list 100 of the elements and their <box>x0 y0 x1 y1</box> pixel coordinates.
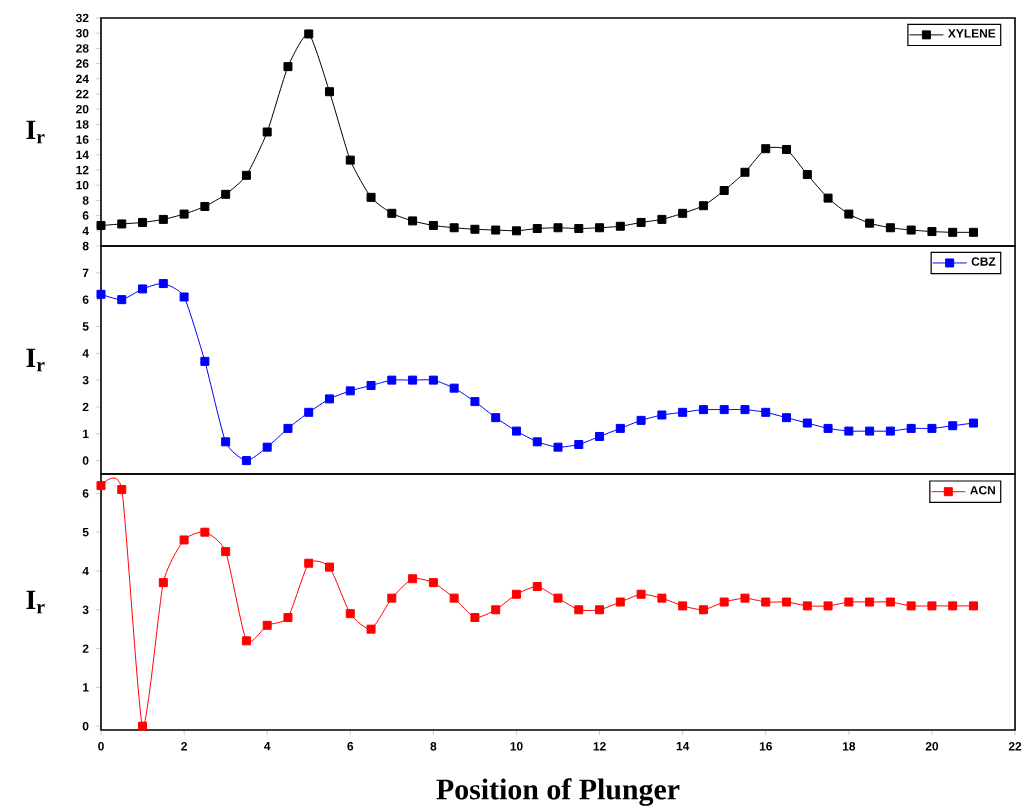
point <box>906 423 916 433</box>
point <box>491 413 501 423</box>
point <box>511 426 521 436</box>
x-tick-label: 8 <box>430 742 437 751</box>
point <box>698 405 708 415</box>
point <box>865 426 875 436</box>
point <box>595 605 605 615</box>
point <box>636 415 646 425</box>
y-tick-label: 1 <box>83 683 89 692</box>
point <box>678 601 688 611</box>
y-tick-label: 12 <box>76 165 89 175</box>
point <box>823 601 833 611</box>
point <box>719 597 729 607</box>
point <box>283 613 293 623</box>
point <box>802 601 812 611</box>
x-tick-label: 2 <box>181 742 187 751</box>
point <box>491 605 501 615</box>
y-tick-label: 28 <box>76 44 89 53</box>
point <box>885 426 895 436</box>
point <box>782 597 792 607</box>
point <box>387 593 397 603</box>
point <box>532 582 542 591</box>
point <box>366 192 376 202</box>
point <box>179 535 189 545</box>
point <box>221 437 231 447</box>
y-tick-label: 18 <box>76 120 89 129</box>
legend-label: ACN <box>970 486 995 495</box>
point <box>304 558 314 568</box>
point <box>200 201 210 211</box>
point <box>615 221 625 231</box>
point <box>948 227 958 237</box>
point <box>138 721 148 731</box>
point <box>117 219 127 229</box>
y-tick-label: 26 <box>76 59 89 68</box>
point <box>491 225 501 235</box>
y-tick-label: 24 <box>76 74 89 83</box>
point <box>574 440 584 449</box>
point <box>366 624 376 634</box>
point <box>719 405 729 415</box>
legend-label: XYLENE <box>947 29 996 38</box>
point <box>221 547 231 557</box>
point <box>844 426 854 436</box>
point <box>532 224 542 234</box>
x-tick-label: 18 <box>842 742 856 751</box>
point <box>823 193 833 203</box>
point <box>927 423 937 433</box>
point <box>138 284 148 294</box>
point <box>761 144 771 154</box>
point <box>449 593 459 603</box>
x-tick-label: 12 <box>593 742 606 751</box>
point <box>138 217 148 227</box>
point <box>428 578 438 588</box>
point <box>740 167 750 177</box>
point <box>906 225 916 235</box>
y-tick-label: 10 <box>76 180 89 190</box>
point <box>927 601 937 611</box>
point <box>657 214 667 224</box>
point <box>158 214 168 224</box>
x-tick-label: 6 <box>347 742 354 751</box>
point <box>179 209 189 219</box>
point <box>968 601 978 611</box>
y-tick-label: 6 <box>82 211 89 220</box>
y-tick-label: 6 <box>82 489 89 498</box>
y-tick-label: 4 <box>82 349 89 358</box>
point <box>553 223 563 233</box>
point <box>241 170 251 180</box>
y-tick-label: 8 <box>82 241 89 251</box>
point <box>200 527 210 537</box>
y-axis-title: I$_{r}$ <box>26 120 45 144</box>
point <box>865 597 875 607</box>
point <box>345 386 355 396</box>
y-tick-label: 1 <box>83 429 89 438</box>
point <box>740 593 750 603</box>
point <box>325 562 335 572</box>
point <box>200 356 210 366</box>
y-tick-label: 6 <box>82 295 89 304</box>
point <box>262 127 272 137</box>
legend-label: CBZ <box>971 257 996 266</box>
x-tick-label: 22 <box>1008 742 1022 751</box>
point <box>595 223 605 233</box>
point <box>948 601 958 611</box>
point <box>532 437 542 447</box>
x-tick-label: 0 <box>98 742 104 751</box>
point <box>221 189 231 199</box>
point <box>968 418 978 428</box>
point <box>387 375 397 385</box>
point <box>802 418 812 428</box>
y-tick-label: 0 <box>82 456 89 465</box>
point <box>574 605 584 615</box>
point <box>865 218 875 228</box>
x-tick-label: 20 <box>925 742 939 751</box>
y-tick-label: 4 <box>82 566 89 576</box>
point <box>283 423 293 433</box>
point <box>844 597 854 607</box>
point <box>698 201 708 211</box>
point <box>678 208 688 218</box>
x-axis-title: Position of Plunger <box>436 778 680 806</box>
point <box>408 216 418 226</box>
x-tick-label: 4 <box>264 742 271 751</box>
y-tick-label: 5 <box>82 528 89 537</box>
